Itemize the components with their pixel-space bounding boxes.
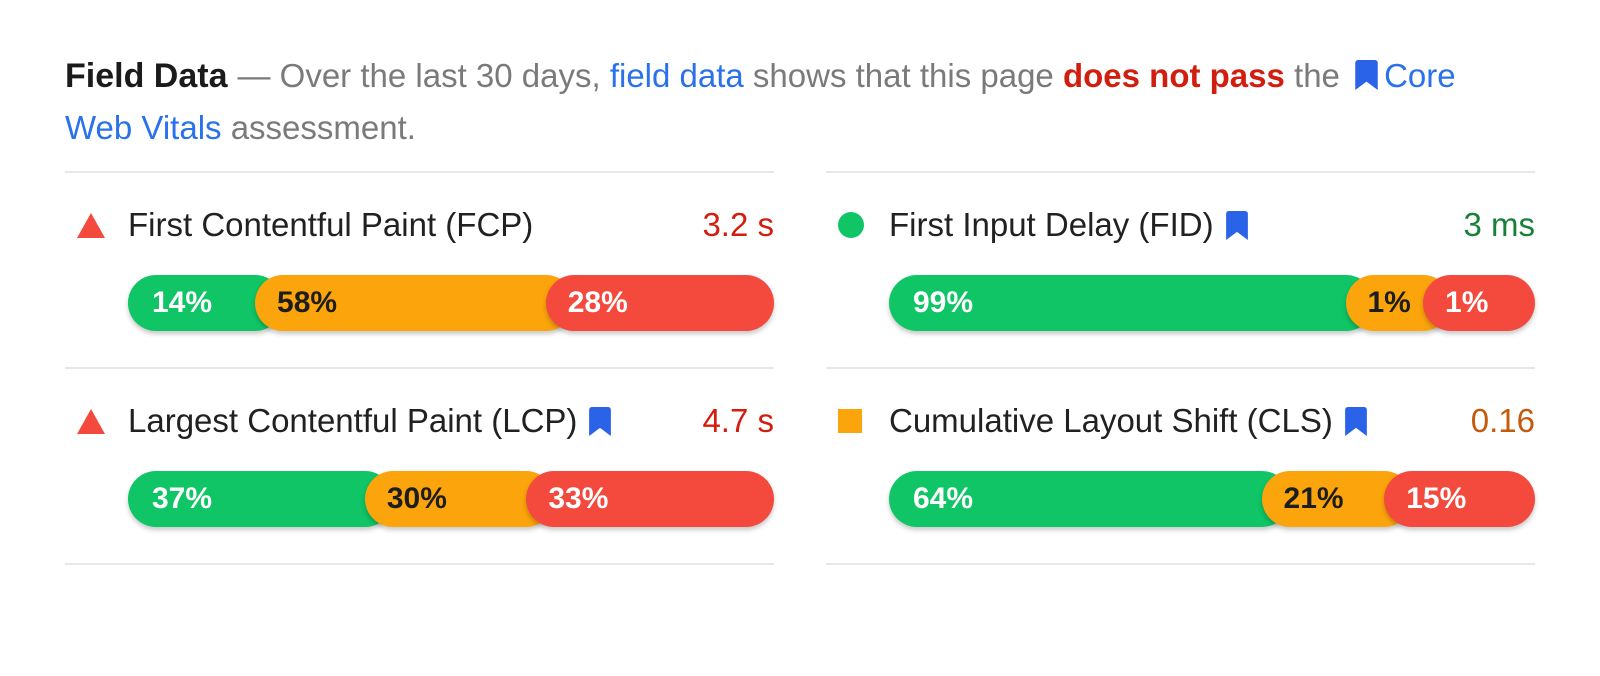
bar-segment-poor: 15% — [1384, 471, 1535, 527]
bar-segment-average: 58% — [255, 275, 574, 331]
bar-segment-average: 30% — [364, 471, 555, 527]
section-title: Field Data — [65, 57, 228, 95]
verdict-text: does not pass — [1062, 57, 1285, 94]
segment-percentage-label: 14% — [152, 286, 213, 319]
metric-value: 3.2 s — [702, 206, 774, 243]
metric-value: 4.7 s — [702, 402, 774, 439]
distribution-bar: 14% 58% 28% — [128, 275, 774, 331]
status-triangle-icon — [77, 408, 105, 434]
segment-percentage-label: 33% — [548, 482, 609, 515]
metric-title: Cumulative Layout Shift (CLS) — [889, 402, 1333, 439]
segment-percentage-label: 37% — [152, 482, 213, 515]
segment-percentage-label: 15% — [1406, 482, 1467, 515]
metric-header-row: Cumulative Layout Shift (CLS) 0.16 — [826, 397, 1535, 445]
metric-card: First Input Delay (FID) 3 ms 99% 1% 1% — [826, 171, 1535, 367]
bookmark-icon — [1344, 406, 1367, 436]
status-triangle-icon — [77, 212, 105, 238]
segment-percentage-label: 21% — [1283, 482, 1344, 515]
metric-header-row: First Input Delay (FID) 3 ms — [826, 201, 1535, 249]
bookmark-icon — [1225, 210, 1248, 240]
distribution-bar: 64% 21% 15% — [889, 471, 1535, 527]
bookmark-icon — [1355, 60, 1378, 90]
segment-percentage-label: 64% — [913, 482, 974, 515]
metric-title: First Contentful Paint (FCP) — [128, 206, 534, 243]
summary-middle: shows that this page — [743, 57, 1063, 94]
metric-title: First Input Delay (FID) — [889, 206, 1214, 243]
summary-intro: Over the last 30 days, — [279, 57, 610, 94]
bookmark-icon — [589, 406, 612, 436]
segment-percentage-label: 30% — [386, 482, 447, 515]
segment-percentage-label: 1% — [1367, 286, 1411, 319]
segment-percentage-label: 99% — [913, 286, 974, 319]
metric-header-row: Largest Contentful Paint (LCP) 4.7 s — [65, 397, 774, 445]
bar-segment-poor: 33% — [526, 471, 774, 527]
metric-value: 0.16 — [1470, 402, 1535, 439]
metric-value: 3 ms — [1463, 206, 1535, 243]
metrics-grid: First Contentful Paint (FCP) 3.2 s 14% 58… — [65, 171, 1535, 565]
bar-segment-poor: 28% — [545, 275, 774, 331]
distribution-bar: 99% 1% 1% — [889, 275, 1535, 331]
metric-card: Largest Contentful Paint (LCP) 4.7 s 37%… — [65, 367, 774, 565]
distribution-bar: 37% 30% 33% — [128, 471, 774, 527]
metric-card: First Contentful Paint (FCP) 3.2 s 14% 58… — [65, 171, 774, 367]
status-circle-icon — [838, 212, 864, 238]
separator-dash: — — [237, 57, 280, 94]
bar-segment-good: 99% — [889, 275, 1374, 331]
metric-title: Largest Contentful Paint (LCP) — [128, 402, 578, 439]
core-web-vitals-link[interactable]: Core Web Vitals — [65, 57, 1465, 146]
summary-the: the — [1284, 57, 1350, 94]
bar-segment-good: 64% — [889, 471, 1290, 527]
segment-percentage-label: 28% — [567, 286, 628, 319]
summary-tail: assessment. — [221, 109, 416, 146]
bar-segment-poor: 1% — [1423, 275, 1535, 331]
bar-segment-good: 37% — [128, 471, 393, 527]
metric-header-row: First Contentful Paint (FCP) 3.2 s — [65, 201, 774, 249]
segment-percentage-label: 1% — [1445, 286, 1489, 319]
status-square-icon — [838, 409, 862, 433]
field-data-link[interactable]: field data — [609, 57, 744, 94]
segment-percentage-label: 58% — [277, 286, 338, 319]
metric-card: Cumulative Layout Shift (CLS) 0.16 64% 21… — [826, 367, 1535, 565]
field-data-summary: Field Data — Over the last 30 days, field… — [65, 50, 1465, 154]
